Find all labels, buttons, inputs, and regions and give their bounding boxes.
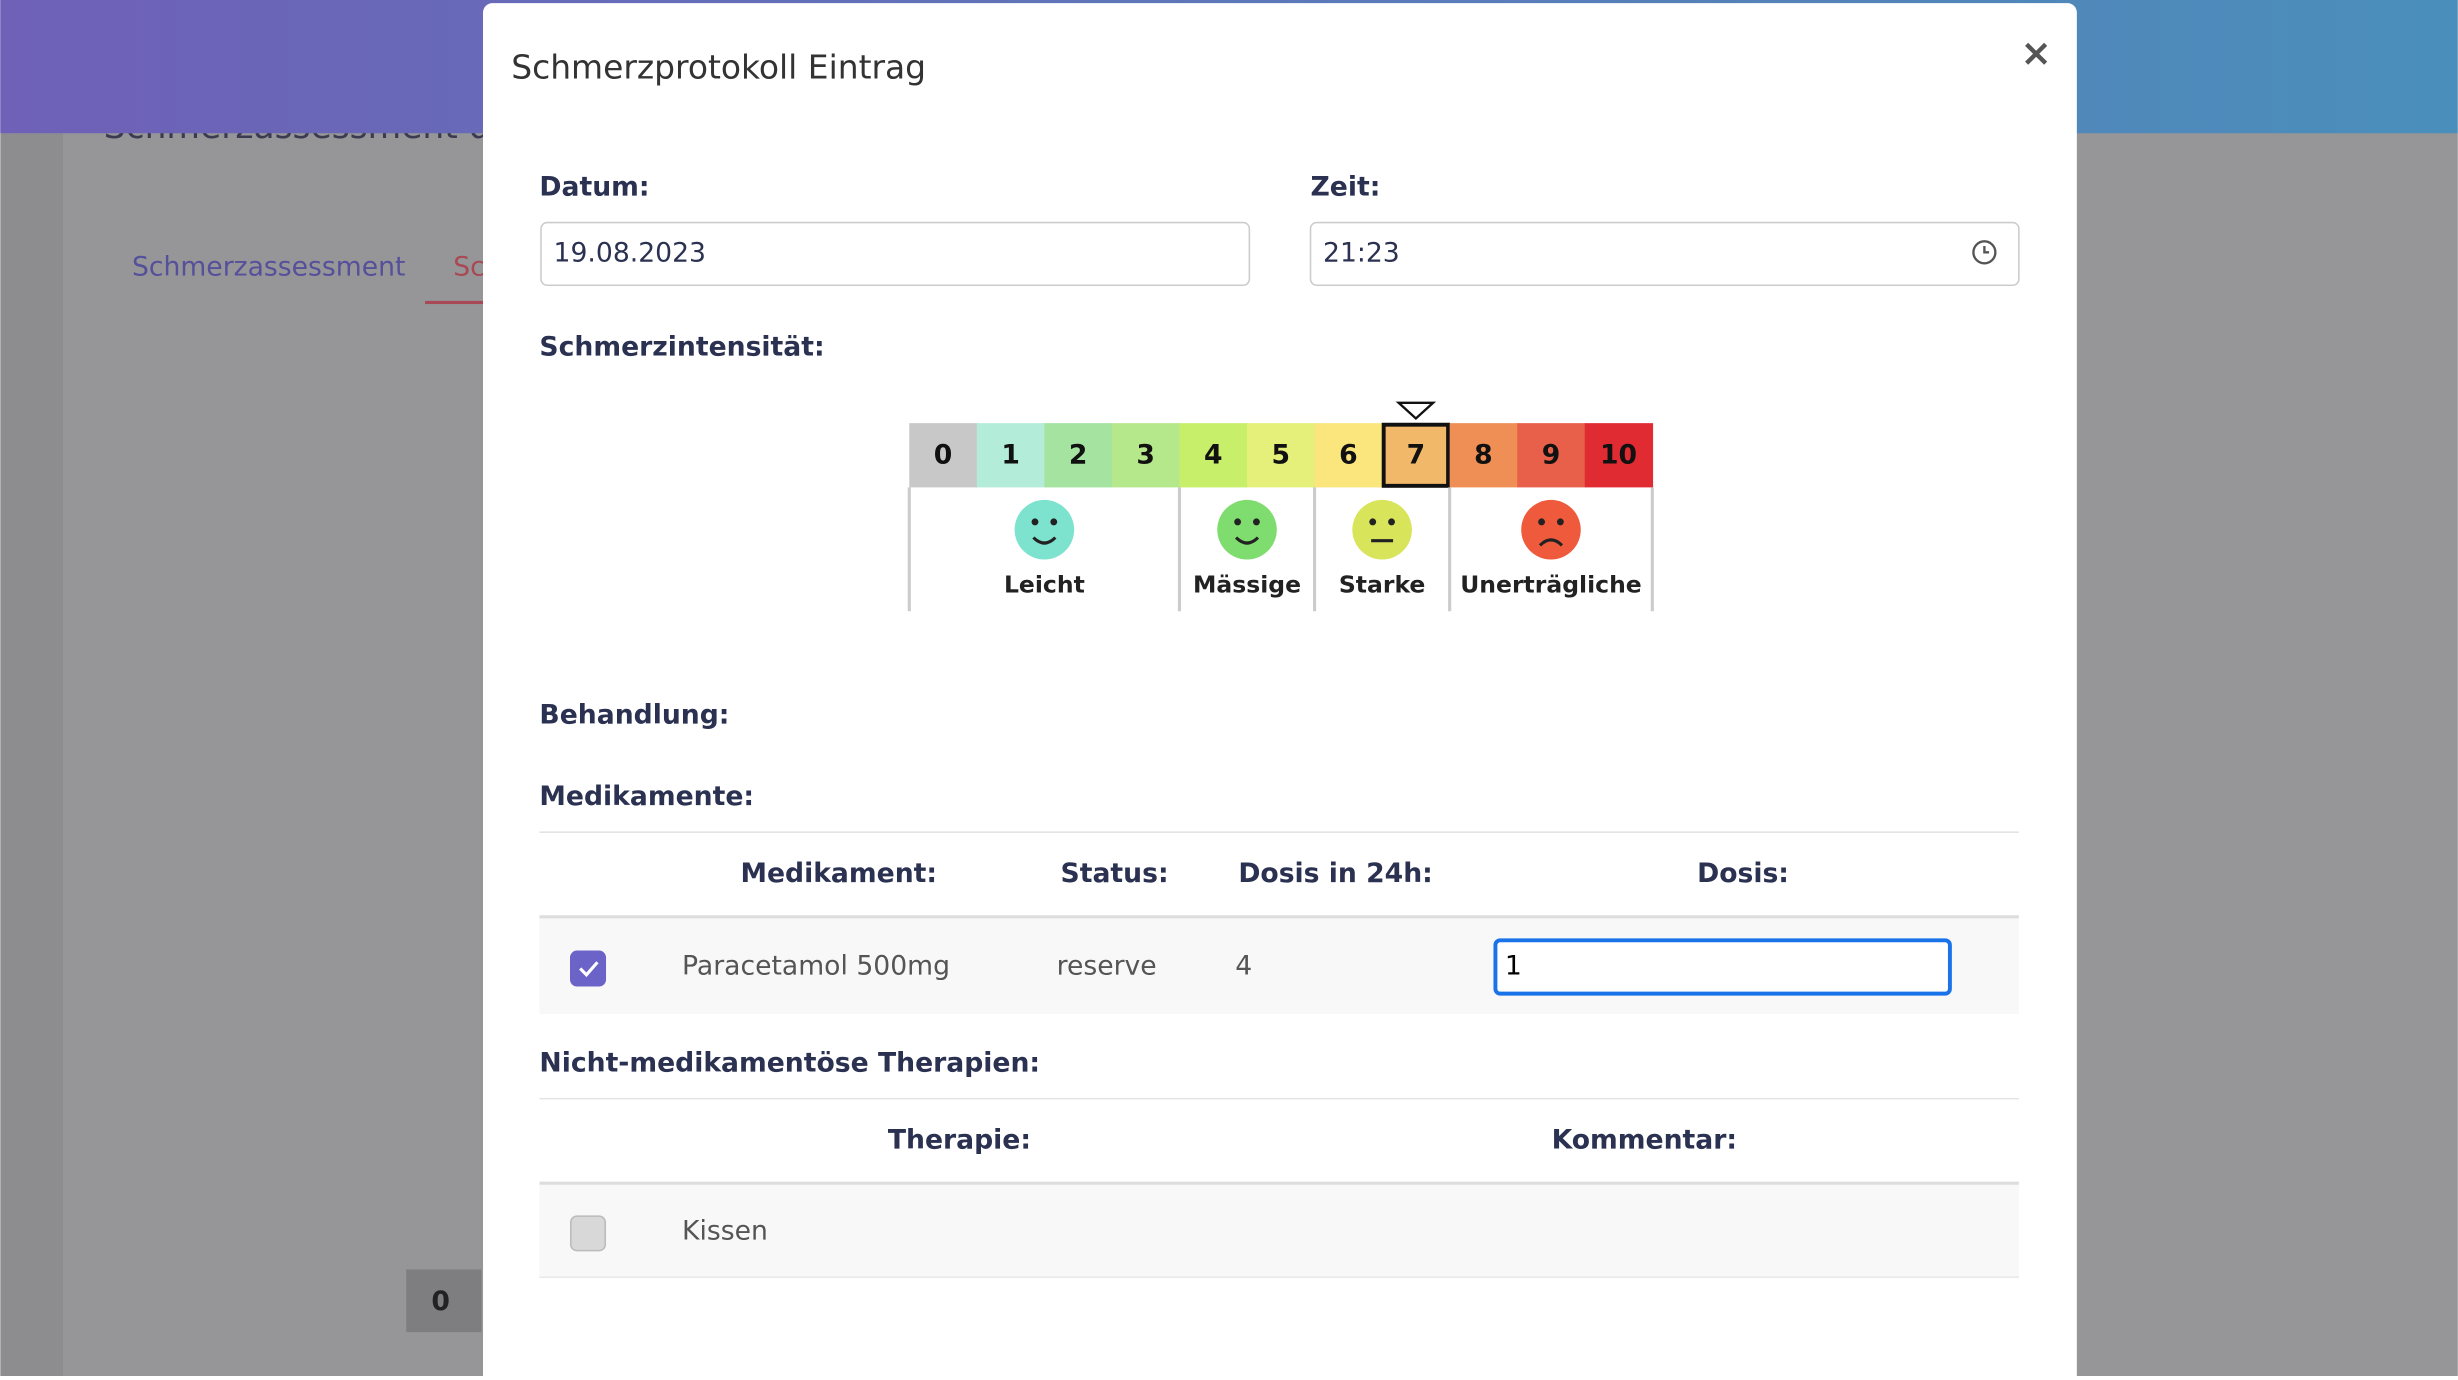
th: Kommentar: [1552,1124,1737,1155]
checkbox[interactable] [569,1215,607,1252]
label: Medikamente: [539,781,754,812]
scale-number: 10 [1600,440,1637,471]
label: Nicht-medikamentöse Therapien: [539,1048,1040,1079]
date-input[interactable] [540,221,1251,287]
dose-input[interactable] [1493,938,1952,996]
eye [1538,518,1546,526]
clock-hand [1983,246,1990,254]
scale-cell[interactable] [1111,423,1181,488]
face [1217,499,1277,560]
scale-group-label: Unerträgliche [1460,571,1642,599]
label: Behandlung: [539,700,729,731]
scale-number: 4 [1204,440,1223,471]
label: Schmerzintensität: [539,331,824,362]
dose-value: 1 [1505,950,1522,981]
scale-number: 9 [1542,440,1561,471]
scale-cell[interactable] [1449,423,1518,488]
bg-tab[interactable]: Schmerzassessment [132,251,405,282]
scale-cell[interactable] [976,423,1046,488]
bg-tab[interactable]: Sc [453,251,485,282]
date-value: 19.08.2023 [554,237,706,268]
th: Status: [1061,858,1169,889]
td: Paracetamol 500mg [682,950,950,981]
scale-cell[interactable] [1044,423,1113,488]
mouth [1538,538,1564,547]
clock-icon [1972,240,1997,265]
td: reserve [1057,950,1157,981]
scale-group-label: Leicht [1004,571,1085,599]
time-value: 21:23 [1323,237,1400,268]
table-row [539,1183,2019,1278]
tab-underline [425,300,488,305]
label: Datum: [539,172,649,203]
mouth [1234,536,1260,545]
th: Therapie: [888,1124,1031,1155]
eye [1050,518,1058,526]
label: Zeit: [1310,172,1380,203]
bg-cell-text: 0 [431,1286,450,1317]
scale-group-label: Starke [1339,571,1426,599]
selected-marker [1395,401,1437,421]
scale-number: 8 [1474,440,1493,471]
th: Dosis in 24h: [1238,858,1433,889]
scale-cell[interactable] [1179,423,1248,488]
td: Kissen [682,1215,768,1246]
scale-number: 1 [1001,440,1020,471]
scale-cell[interactable] [909,423,978,488]
scale-number: 3 [1136,440,1155,471]
scale-cell[interactable] [1584,423,1654,488]
scale-cell[interactable] [1517,423,1586,488]
scale-number: 6 [1339,440,1358,471]
check-mark [579,961,599,978]
th: Medikament: [740,858,937,889]
scale-group-label: Mässige [1193,571,1301,599]
scale-number: 2 [1069,440,1088,471]
th: Dosis: [1697,858,1789,889]
face [1352,499,1412,560]
close-button[interactable]: × [2020,30,2052,74]
time-input[interactable] [1309,221,2020,287]
face [1521,499,1581,560]
eye [1234,518,1242,526]
pain-scale: 0 1 2 3 4 5 6 7 8 9 10 Leicht Mässige Starke Unerträgl… [907,401,1654,612]
td: 4 [1235,950,1252,981]
scale-cell[interactable] [1382,423,1451,488]
eye [1369,518,1377,526]
modal [483,3,2077,1380]
selected-cell [1381,422,1451,488]
face [1014,499,1075,560]
scale-cell[interactable] [1247,423,1316,488]
eye [1252,518,1260,526]
modal-title: Schmerzprotokoll Eintrag [511,47,926,86]
checkbox[interactable] [569,950,607,987]
scale-number: 5 [1272,440,1291,471]
bg-cell [406,1269,482,1333]
scale-number: 0 [934,440,953,471]
scale-number: 7 [1407,440,1426,471]
eye [1388,518,1395,526]
mouth [1032,536,1057,545]
eye [1556,518,1564,526]
scale-cell[interactable] [1314,423,1383,488]
eye [1031,518,1039,526]
